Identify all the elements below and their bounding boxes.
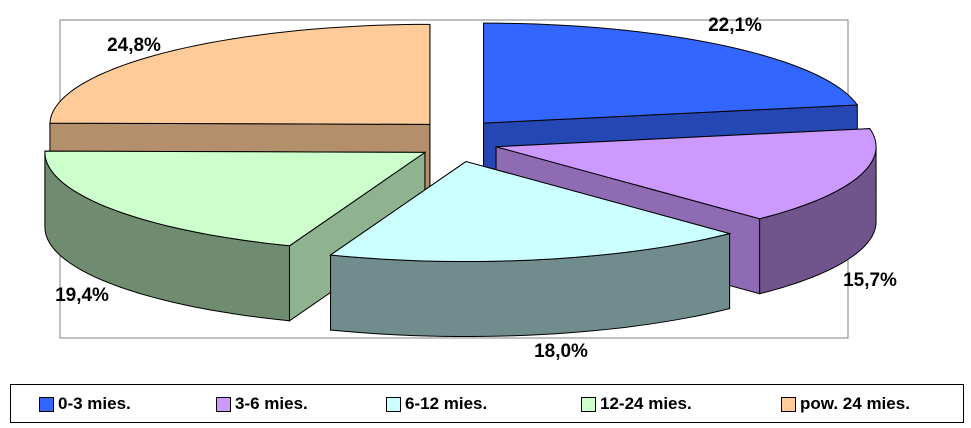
pie-chart: 22,1% 15,7% 18,0% 19,4% 24,8% [44,15,897,362]
data-label-1: 15,7% [843,270,897,291]
pie-chart-svg: 22,1% 15,7% 18,0% 19,4% 24,8% [44,15,897,362]
data-labels: 22,1% 15,7% 18,0% 19,4% 24,8% [55,15,897,362]
legend-swatch-0 [39,396,54,412]
pie-slices [44,22,877,338]
legend-item-6-12: 6-12 mies. [386,394,487,414]
slice-0-top [483,22,859,124]
legend-label-4: pow. 24 mies. [800,394,910,413]
legend-label-0: 0-3 mies. [58,394,131,413]
legend-label-2: 6-12 mies. [405,394,488,413]
legend-swatch-4 [781,396,796,412]
legend-item-pow-24: pow. 24 mies. [781,394,910,414]
data-label-0: 22,1% [708,15,762,36]
slice-1-top [495,128,877,220]
slice-3-top [44,150,427,247]
legend: 0-3 mies. 3-6 mies. 6-12 mies. 12-24 mie… [10,384,964,423]
legend-swatch-1 [216,396,231,412]
slice-4-top [49,23,431,125]
legend-label-1: 3-6 mies. [235,394,308,413]
legend-item-0-3: 0-3 mies. [39,394,131,414]
data-label-4: 24,8% [107,35,161,56]
data-label-2: 18,0% [534,341,588,362]
legend-item-12-24: 12-24 mies. [581,394,692,414]
slice-2-top [329,161,732,263]
legend-item-3-6: 3-6 mies. [216,394,308,414]
data-label-3: 19,4% [55,285,109,306]
legend-swatch-2 [386,396,401,412]
legend-swatch-3 [581,396,596,412]
legend-label-3: 12-24 mies. [600,394,692,413]
